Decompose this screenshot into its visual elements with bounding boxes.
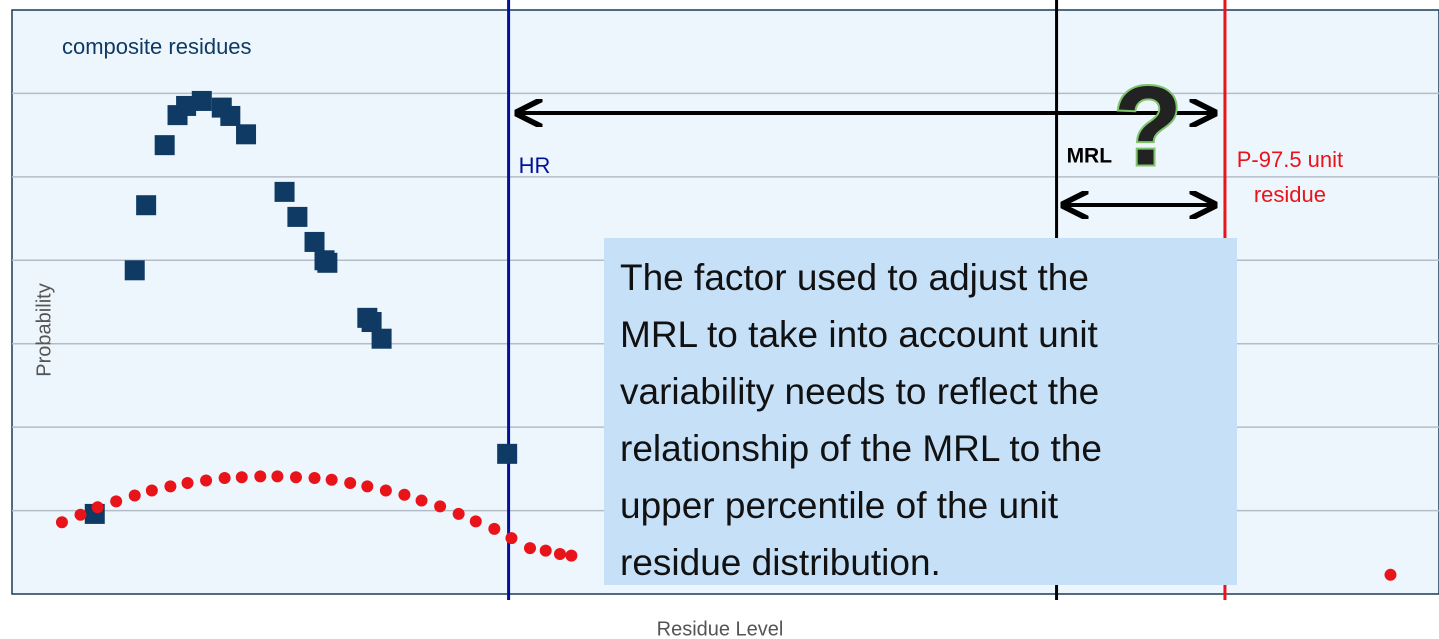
note-line: relationship of the MRL to the — [620, 428, 1102, 469]
reference-label: HR — [519, 153, 551, 178]
note-box — [604, 238, 1237, 585]
point — [434, 500, 447, 513]
point — [361, 312, 382, 333]
point — [304, 231, 325, 252]
point — [236, 124, 257, 145]
point — [539, 544, 552, 557]
point — [176, 95, 197, 116]
y-axis-label: Probability — [33, 283, 55, 376]
note-line: variability needs to reflect the — [620, 371, 1099, 412]
reference-label: P-97.5 unit — [1237, 147, 1343, 172]
point — [55, 516, 68, 529]
point — [191, 90, 212, 111]
note-line: residue distribution. — [620, 542, 941, 583]
question-mark: ? — [1114, 64, 1182, 189]
point — [469, 515, 482, 528]
point — [361, 480, 374, 493]
point — [325, 473, 338, 486]
point — [274, 181, 295, 202]
point — [110, 495, 123, 508]
reference-label: residue — [1254, 182, 1326, 207]
point — [505, 532, 518, 545]
point — [452, 507, 465, 520]
point — [218, 472, 231, 485]
point — [154, 135, 175, 156]
point — [289, 471, 302, 484]
point — [200, 474, 213, 487]
point — [254, 470, 267, 483]
point — [524, 542, 537, 555]
note-line: upper percentile of the unit — [620, 485, 1059, 526]
point — [271, 470, 284, 483]
note-line: The factor used to adjust the — [620, 257, 1089, 298]
point — [553, 547, 566, 560]
x-axis-label: Residue Level — [657, 618, 784, 639]
point — [124, 260, 145, 281]
point — [145, 484, 158, 497]
series-label: composite residues — [62, 34, 252, 59]
point — [317, 252, 338, 273]
point — [371, 328, 392, 349]
point — [308, 472, 321, 485]
point — [379, 484, 392, 497]
point — [565, 549, 578, 562]
point — [497, 443, 518, 464]
point — [220, 105, 241, 126]
point — [128, 489, 141, 502]
point — [164, 480, 177, 493]
note-line: MRL to take into account unit — [620, 314, 1099, 355]
point — [415, 494, 428, 507]
point — [287, 206, 308, 227]
point — [344, 477, 357, 490]
point — [136, 195, 157, 216]
point — [74, 508, 87, 521]
point — [235, 471, 248, 484]
reference-label: MRL — [1067, 145, 1113, 168]
point — [488, 522, 501, 535]
point — [91, 501, 104, 514]
point — [1384, 568, 1397, 581]
point — [398, 488, 411, 501]
point — [181, 477, 194, 490]
